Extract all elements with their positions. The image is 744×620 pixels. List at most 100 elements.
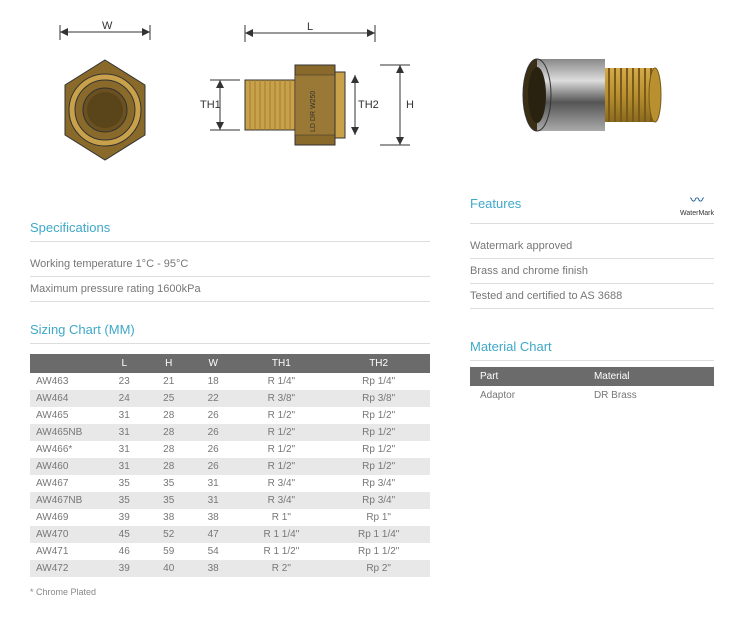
table-cell: Rp 1 1/4" bbox=[327, 526, 430, 543]
table-row: AW467NB353531R 3/4"Rp 3/4" bbox=[30, 492, 430, 509]
table-cell: 31 bbox=[102, 441, 146, 458]
table-row: AW465NB312826R 1/2"Rp 1/2" bbox=[30, 424, 430, 441]
table-cell: AW464 bbox=[30, 390, 102, 407]
table-cell: Rp 1/2" bbox=[327, 458, 430, 475]
material-title: Material Chart bbox=[470, 339, 714, 361]
watermark-logo: 〰 WaterMark bbox=[680, 190, 714, 217]
watermark-icon: 〰 bbox=[680, 190, 714, 210]
table-cell: AW467 bbox=[30, 475, 102, 492]
table-cell: 35 bbox=[102, 475, 146, 492]
sizing-col-header: H bbox=[146, 354, 190, 373]
table-cell: Rp 1" bbox=[327, 509, 430, 526]
table-cell: 35 bbox=[146, 492, 190, 509]
sizing-title: Sizing Chart (MM) bbox=[30, 322, 430, 344]
table-cell: 46 bbox=[102, 543, 146, 560]
table-cell: 25 bbox=[146, 390, 190, 407]
material-col-header: Material bbox=[584, 367, 714, 386]
right-column: Features 〰 WaterMark Watermark approvedB… bbox=[470, 20, 714, 597]
table-cell: Rp 1/2" bbox=[327, 407, 430, 424]
table-cell: 35 bbox=[102, 492, 146, 509]
table-cell: 28 bbox=[146, 458, 190, 475]
table-cell: AW470 bbox=[30, 526, 102, 543]
table-cell: R 1/2" bbox=[235, 458, 327, 475]
table-cell: 38 bbox=[146, 509, 190, 526]
table-row: AW467353531R 3/4"Rp 3/4" bbox=[30, 475, 430, 492]
table-cell: R 3/4" bbox=[235, 475, 327, 492]
dim-label-w: W bbox=[102, 20, 113, 32]
sizing-col-header: W bbox=[191, 354, 235, 373]
table-cell: R 1/2" bbox=[235, 441, 327, 458]
table-row: AW472394038R 2"Rp 2" bbox=[30, 560, 430, 577]
product-photo bbox=[507, 20, 677, 170]
table-cell: Rp 3/8" bbox=[327, 390, 430, 407]
table-cell: Rp 1/4" bbox=[327, 373, 430, 390]
sizing-table: LHWTH1TH2 AW463232118R 1/4"Rp 1/4"AW4642… bbox=[30, 354, 430, 577]
table-cell: 54 bbox=[191, 543, 235, 560]
table-cell: R 1/2" bbox=[235, 424, 327, 441]
table-row: AW471465954R 1 1/2"Rp 1 1/2" bbox=[30, 543, 430, 560]
table-row: AW469393838R 1"Rp 1" bbox=[30, 509, 430, 526]
table-cell: AW460 bbox=[30, 458, 102, 475]
dim-label-th2: TH2 bbox=[358, 99, 379, 111]
sizing-col-header: TH1 bbox=[235, 354, 327, 373]
page: W L bbox=[0, 0, 744, 617]
table-cell: 31 bbox=[191, 492, 235, 509]
material-table: PartMaterial AdaptorDR Brass bbox=[470, 367, 714, 405]
table-cell: AW467NB bbox=[30, 492, 102, 509]
table-cell: 18 bbox=[191, 373, 235, 390]
feature-line: Brass and chrome finish bbox=[470, 259, 714, 284]
table-cell: 26 bbox=[191, 458, 235, 475]
table-cell: R 2" bbox=[235, 560, 327, 577]
table-cell: AW471 bbox=[30, 543, 102, 560]
table-cell: AW466* bbox=[30, 441, 102, 458]
spec-line: Maximum pressure rating 1600kPa bbox=[30, 277, 430, 302]
specs-list: Working temperature 1°C - 95°CMaximum pr… bbox=[30, 252, 430, 302]
table-cell: AW469 bbox=[30, 509, 102, 526]
diagram-row: W L bbox=[30, 20, 430, 180]
table-cell: R 1/2" bbox=[235, 407, 327, 424]
table-cell: 23 bbox=[102, 373, 146, 390]
sizing-header-row: LHWTH1TH2 bbox=[30, 354, 430, 373]
table-cell: Rp 2" bbox=[327, 560, 430, 577]
sizing-col-header: TH2 bbox=[327, 354, 430, 373]
features-title: Features bbox=[470, 196, 521, 211]
table-row: AW460312826R 1/2"Rp 1/2" bbox=[30, 458, 430, 475]
table-cell: R 1 1/2" bbox=[235, 543, 327, 560]
table-cell: 28 bbox=[146, 407, 190, 424]
diagram-front: W bbox=[30, 20, 180, 170]
table-row: AW463232118R 1/4"Rp 1/4" bbox=[30, 373, 430, 390]
table-row: AW466*312826R 1/2"Rp 1/2" bbox=[30, 441, 430, 458]
table-cell: 22 bbox=[191, 390, 235, 407]
table-cell: 31 bbox=[102, 424, 146, 441]
feature-line: Watermark approved bbox=[470, 234, 714, 259]
table-cell: 26 bbox=[191, 407, 235, 424]
table-cell: Rp 1/2" bbox=[327, 441, 430, 458]
left-column: W L bbox=[30, 20, 430, 597]
table-cell: 38 bbox=[191, 560, 235, 577]
table-cell: AW472 bbox=[30, 560, 102, 577]
material-header-row: PartMaterial bbox=[470, 367, 714, 386]
dim-label-th1: TH1 bbox=[200, 99, 221, 111]
table-cell: Rp 1/2" bbox=[327, 424, 430, 441]
table-row: AW465312826R 1/2"Rp 1/2" bbox=[30, 407, 430, 424]
table-cell: AW465NB bbox=[30, 424, 102, 441]
table-cell: 39 bbox=[102, 560, 146, 577]
table-cell: Rp 3/4" bbox=[327, 492, 430, 509]
sizing-col-header: L bbox=[102, 354, 146, 373]
diagram-side: L H TH1 TH2 bbox=[200, 20, 430, 180]
dim-label-l: L bbox=[307, 21, 313, 33]
table-cell: 26 bbox=[191, 441, 235, 458]
table-cell: Adaptor bbox=[470, 386, 584, 405]
table-cell: R 1" bbox=[235, 509, 327, 526]
table-cell: 26 bbox=[191, 424, 235, 441]
features-list: Watermark approvedBrass and chrome finis… bbox=[470, 234, 714, 309]
table-cell: 28 bbox=[146, 441, 190, 458]
dim-label-h: H bbox=[406, 99, 414, 111]
table-cell: 31 bbox=[191, 475, 235, 492]
table-cell: Rp 1 1/2" bbox=[327, 543, 430, 560]
specs-title: Specifications bbox=[30, 220, 430, 242]
table-cell: AW465 bbox=[30, 407, 102, 424]
features-header: Features 〰 WaterMark bbox=[470, 190, 714, 224]
spec-line: Working temperature 1°C - 95°C bbox=[30, 252, 430, 277]
table-cell: 59 bbox=[146, 543, 190, 560]
